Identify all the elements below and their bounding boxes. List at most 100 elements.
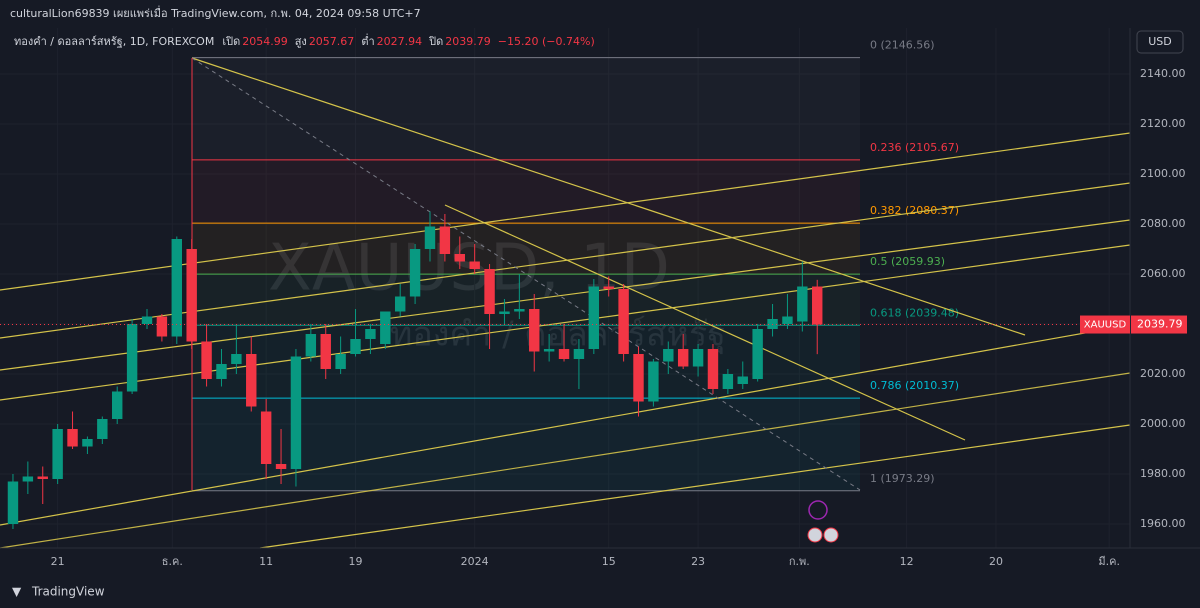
candle-body [365,329,376,339]
x-tick-label: 12 [900,555,914,568]
candle-body [558,349,570,359]
x-tick-label: 11 [259,555,273,568]
legend-value: 2057.67 [309,35,355,48]
candle-body [707,349,719,389]
legend-title: ทองคำ / ดอลลาร์สหรัฐ, 1D, FOREXCOM [14,35,214,48]
candle-body [290,356,302,469]
footer [0,578,1200,608]
candle-body [201,341,212,379]
candle-body [186,249,197,342]
x-tick-label: 23 [691,555,705,568]
candle-body [543,349,555,352]
y-tick-label: 2080.00 [1140,217,1186,230]
candle-body [246,354,257,407]
event-icon[interactable] [823,527,839,543]
candle-body [797,286,808,322]
legend-value: 2027.94 [377,35,423,48]
y-tick-label: 2140.00 [1140,67,1186,80]
candle-body [231,354,242,364]
candle-body [663,349,674,362]
candle-body [37,476,48,479]
currency[interactable]: USD [1148,35,1172,48]
candle-body [335,354,346,369]
y-tick-label: 2060.00 [1140,267,1186,280]
candle-body [722,374,734,389]
candle-body [573,349,585,359]
fib-label: 0.618 (2039.48) [870,306,959,319]
candle-body [633,354,644,402]
fib-zone [192,223,860,275]
x-tick-label: 2024 [461,555,489,568]
candle-body [692,349,704,367]
legend-value: 2039.79 [445,35,491,48]
candle-body [752,329,763,379]
candle-body [260,411,272,464]
currency-button[interactable] [1136,30,1184,54]
y-tick-label: 1960.00 [1140,517,1186,530]
event-icon[interactable] [807,527,823,543]
x-tick-label: 20 [989,555,1003,568]
legend-key: ปิด [428,35,443,48]
candle-body [454,254,465,262]
fib-label: 0.786 (2010.37) [870,379,959,392]
candle-body [514,309,525,312]
candle-body [677,349,689,367]
x-tick-label: ก.พ. [789,555,810,568]
watermark-sub: ทองคำ / ดอลลาร์สหรัฐ [390,315,726,355]
y-tick-label: 2120.00 [1140,117,1186,130]
legend-key: ต่ำ [361,33,374,48]
candle-body [529,309,540,352]
candle-body [141,316,153,324]
fib-zone [192,57,860,160]
candle-body [156,316,168,337]
footer-brand: TradingView [31,585,105,599]
price-tag-label: 2039.79 [1137,318,1183,331]
x-tick-label: 15 [602,555,616,568]
candle-body [275,464,287,469]
legend-change: −15.20 (−0.74%) [498,35,595,48]
fib-label: 0.382 (2080.37) [870,204,959,217]
price-tag [1131,315,1187,334]
candle-body [52,429,63,479]
candle-body [126,324,138,392]
candle-body [82,439,93,447]
candle-body [216,364,227,379]
candle-body [782,316,793,324]
candle-body [97,419,108,439]
fib-label: 0.236 (2105.67) [870,141,959,154]
x-tick-label: 21 [51,555,65,568]
x-tick-label: 19 [349,555,363,568]
legend-value: 2054.99 [242,35,288,48]
symbol-tag [1080,315,1130,334]
candle-body [112,391,123,419]
candle-body [305,334,317,357]
y-tick-label: 2100.00 [1140,167,1186,180]
candle-body [737,376,748,384]
candle-body [767,319,778,329]
x-tick-label: มี.ค. [1098,555,1120,568]
candle-body [394,296,406,312]
fib-label: 0.5 (2059.93) [870,255,945,268]
candle-body [409,249,421,297]
candle-body [499,311,510,314]
candle-body [469,261,480,269]
fib-zone [192,398,860,491]
event-icon[interactable] [808,500,828,520]
x-tick-label: ธ.ค. [162,555,183,568]
candle-body [22,476,34,482]
fib-label: 0 (2146.56) [870,39,935,52]
candle-body [424,226,436,249]
candle-body [171,239,183,337]
candle-body [320,334,331,369]
candle-body [67,429,78,447]
fib-zone [192,325,860,399]
candle-body [484,269,495,314]
candle-body [439,226,451,254]
symbol-tag-label: XAUUSD [1084,320,1127,331]
y-tick-label: 2020.00 [1140,367,1186,380]
price-axis [1130,28,1200,548]
fib-zone [192,159,860,224]
candle-body [603,286,614,289]
